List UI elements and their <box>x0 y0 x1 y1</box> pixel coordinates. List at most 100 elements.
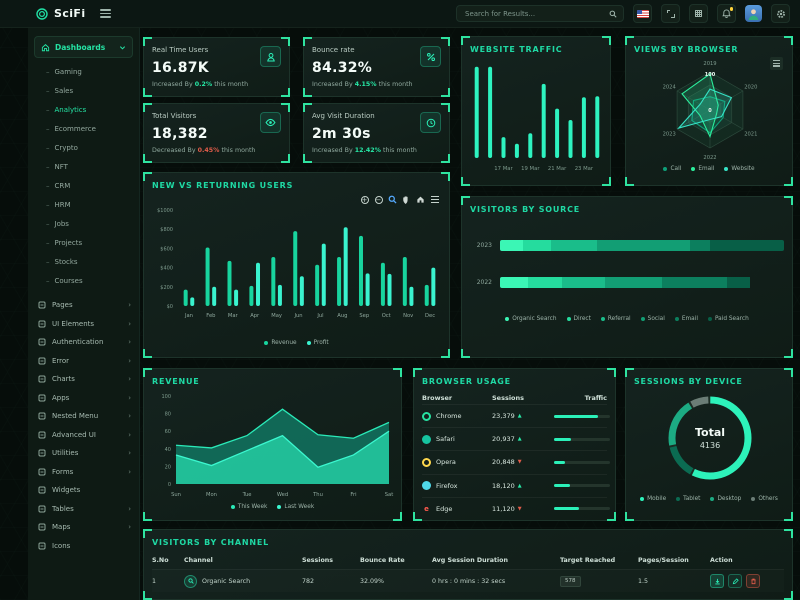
legend-item[interactable]: Revenue <box>264 340 297 346</box>
browser-usage-row[interactable]: e Edge 11,120 ▼ <box>422 496 610 520</box>
sidebar-item-nested-menu[interactable]: Nested Menu › <box>34 407 133 426</box>
language-flag-button[interactable] <box>633 4 652 23</box>
sidebar-item-authentication[interactable]: Authentication › <box>34 333 133 352</box>
arrow-up-icon: ▲ <box>517 482 522 489</box>
legend-label: Profit <box>313 340 329 346</box>
legend-item[interactable]: Referral <box>600 316 631 322</box>
legend-item[interactable]: Email <box>691 166 714 172</box>
search-input[interactable] <box>463 8 605 19</box>
legend-item[interactable]: Organic Search <box>505 316 557 322</box>
reset-home-icon[interactable] <box>416 195 425 204</box>
legend-item[interactable]: Last Week <box>277 504 314 510</box>
sidebar-item-error[interactable]: Error › <box>34 352 133 371</box>
sidebar-item-gaming[interactable]: – Gaming <box>34 62 133 81</box>
svg-text:2019: 2019 <box>703 61 716 67</box>
zoom-in-icon[interactable]: + <box>360 195 369 204</box>
table-row[interactable]: 1 Organic Search 782 32.09% 0 hrs : 0 mins :… <box>152 570 784 592</box>
chart-menu-icon[interactable] <box>770 57 783 70</box>
legend-item[interactable]: Social <box>640 316 665 322</box>
column-header: Pages/Session <box>638 556 689 564</box>
website-traffic-card: WEBSITE TRAFFIC 17 Mar 19 Mar 21 Mar 23 Mar <box>461 36 611 186</box>
sidebar-item-stocks[interactable]: – Stocks <box>34 252 133 271</box>
notifications-button[interactable] <box>717 4 736 23</box>
sidebar-item-forms[interactable]: Forms › <box>34 463 133 482</box>
legend-label: Call <box>670 166 682 172</box>
search-icon[interactable] <box>609 10 617 18</box>
svg-text:Jul: Jul <box>316 313 323 319</box>
sidebar-item-tables[interactable]: Tables › <box>34 500 133 519</box>
legend-item[interactable]: Mobile <box>640 496 666 502</box>
sidebar-item-widgets[interactable]: Widgets <box>34 481 133 500</box>
clock-icon <box>420 112 441 133</box>
sidebar-item-label: Projects <box>54 238 83 247</box>
edit-action-icon[interactable] <box>728 574 742 588</box>
legend-item[interactable]: Email <box>674 316 698 322</box>
browser-usage-row[interactable]: Safari 20,937 ▲ <box>422 427 610 450</box>
sidebar-item-ecommerce[interactable]: – Ecommerce <box>34 119 133 138</box>
sidebar-item-icons[interactable]: Icons <box>34 537 133 556</box>
selection-zoom-icon[interactable] <box>388 195 397 204</box>
user-avatar[interactable] <box>745 5 762 22</box>
settings-button[interactable] <box>771 4 790 23</box>
legend-label: Direct <box>573 316 591 322</box>
svg-text:100: 100 <box>705 72 716 78</box>
sidebar-item-sales[interactable]: – Sales <box>34 81 133 100</box>
sidebar-item-dashboards[interactable]: Dashboards <box>34 36 133 58</box>
browser-usage-row[interactable]: Firefox 18,120 ▲ <box>422 473 610 497</box>
delete-action-icon[interactable] <box>746 574 760 588</box>
sidebar-item-apps[interactable]: Apps › <box>34 389 133 408</box>
sidebar-item-nft[interactable]: – NFT <box>34 157 133 176</box>
legend-item[interactable]: This Week <box>230 504 267 510</box>
fullscreen-button[interactable] <box>661 4 680 23</box>
legend-item[interactable]: Website <box>724 166 755 172</box>
svg-text:2024: 2024 <box>663 84 677 90</box>
search-bar[interactable] <box>456 5 624 22</box>
legend-label: Social <box>647 316 665 322</box>
column-header: Action <box>710 556 733 564</box>
sessions-value: 782 <box>302 577 315 585</box>
sidebar-item-crm[interactable]: – CRM <box>34 176 133 195</box>
dash-icon: – <box>46 162 50 171</box>
sidebar-item-ui-elements[interactable]: UI Elements › <box>34 315 133 334</box>
legend-item[interactable]: Profit <box>306 340 329 346</box>
legend-item[interactable]: Tablet <box>676 496 700 502</box>
visitors-by-channel-card: VISITORS BY CHANNEL S.No Channel Sessions B… <box>143 529 793 600</box>
stacked-bar[interactable] <box>500 240 784 251</box>
bar-segment <box>551 240 597 251</box>
sidebar-item-advanced-ui[interactable]: Advanced UI › <box>34 426 133 445</box>
legend-item[interactable]: Desktop <box>710 496 741 502</box>
logo-text: SciFi <box>54 7 86 20</box>
apps-grid-button[interactable] <box>689 4 708 23</box>
sidebar-item-jobs[interactable]: – Jobs <box>34 214 133 233</box>
sidebar-item-pages[interactable]: Pages › <box>34 296 133 315</box>
sidebar-item-utilities[interactable]: Utilities › <box>34 444 133 463</box>
browser-usage-row[interactable]: Chrome 23,379 ▲ <box>422 404 610 427</box>
browser-usage-row[interactable]: Opera 20,848 ▼ <box>422 450 610 473</box>
sidebar-item-analytics[interactable]: – Analytics <box>34 100 133 119</box>
legend-dot <box>674 317 679 321</box>
menu-icon[interactable] <box>430 195 439 204</box>
nested-menu-icon <box>38 412 46 420</box>
sidebar-item-maps[interactable]: Maps › <box>34 518 133 537</box>
radar-legend: Call Email Website <box>634 166 784 172</box>
legend-item[interactable]: Paid Search <box>707 316 749 322</box>
legend-item[interactable]: Others <box>751 496 778 502</box>
zoom-out-icon[interactable]: − <box>374 195 383 204</box>
legend-item[interactable]: Direct <box>566 316 591 322</box>
sidebar-item-courses[interactable]: – Courses <box>34 271 133 290</box>
sidebar-item-projects[interactable]: – Projects <box>34 233 133 252</box>
svg-text:Apr: Apr <box>250 313 260 319</box>
logo[interactable]: SciFi <box>10 7 111 20</box>
svg-text:Tue: Tue <box>242 492 252 498</box>
download-action-icon[interactable] <box>710 574 724 588</box>
dash-icon: – <box>46 276 50 285</box>
sidebar-item-charts[interactable]: Charts › <box>34 370 133 389</box>
hamburger-icon[interactable] <box>99 9 111 18</box>
legend-item[interactable]: Call <box>663 166 681 172</box>
sidebar-item-crypto[interactable]: – Crypto <box>34 138 133 157</box>
stacked-bar-row: 2022 <box>470 277 784 288</box>
pan-icon[interactable] <box>402 195 411 204</box>
sidebar-item-hrm[interactable]: – HRM <box>34 195 133 214</box>
stacked-bar[interactable] <box>500 277 784 288</box>
legend-dot <box>710 497 715 501</box>
